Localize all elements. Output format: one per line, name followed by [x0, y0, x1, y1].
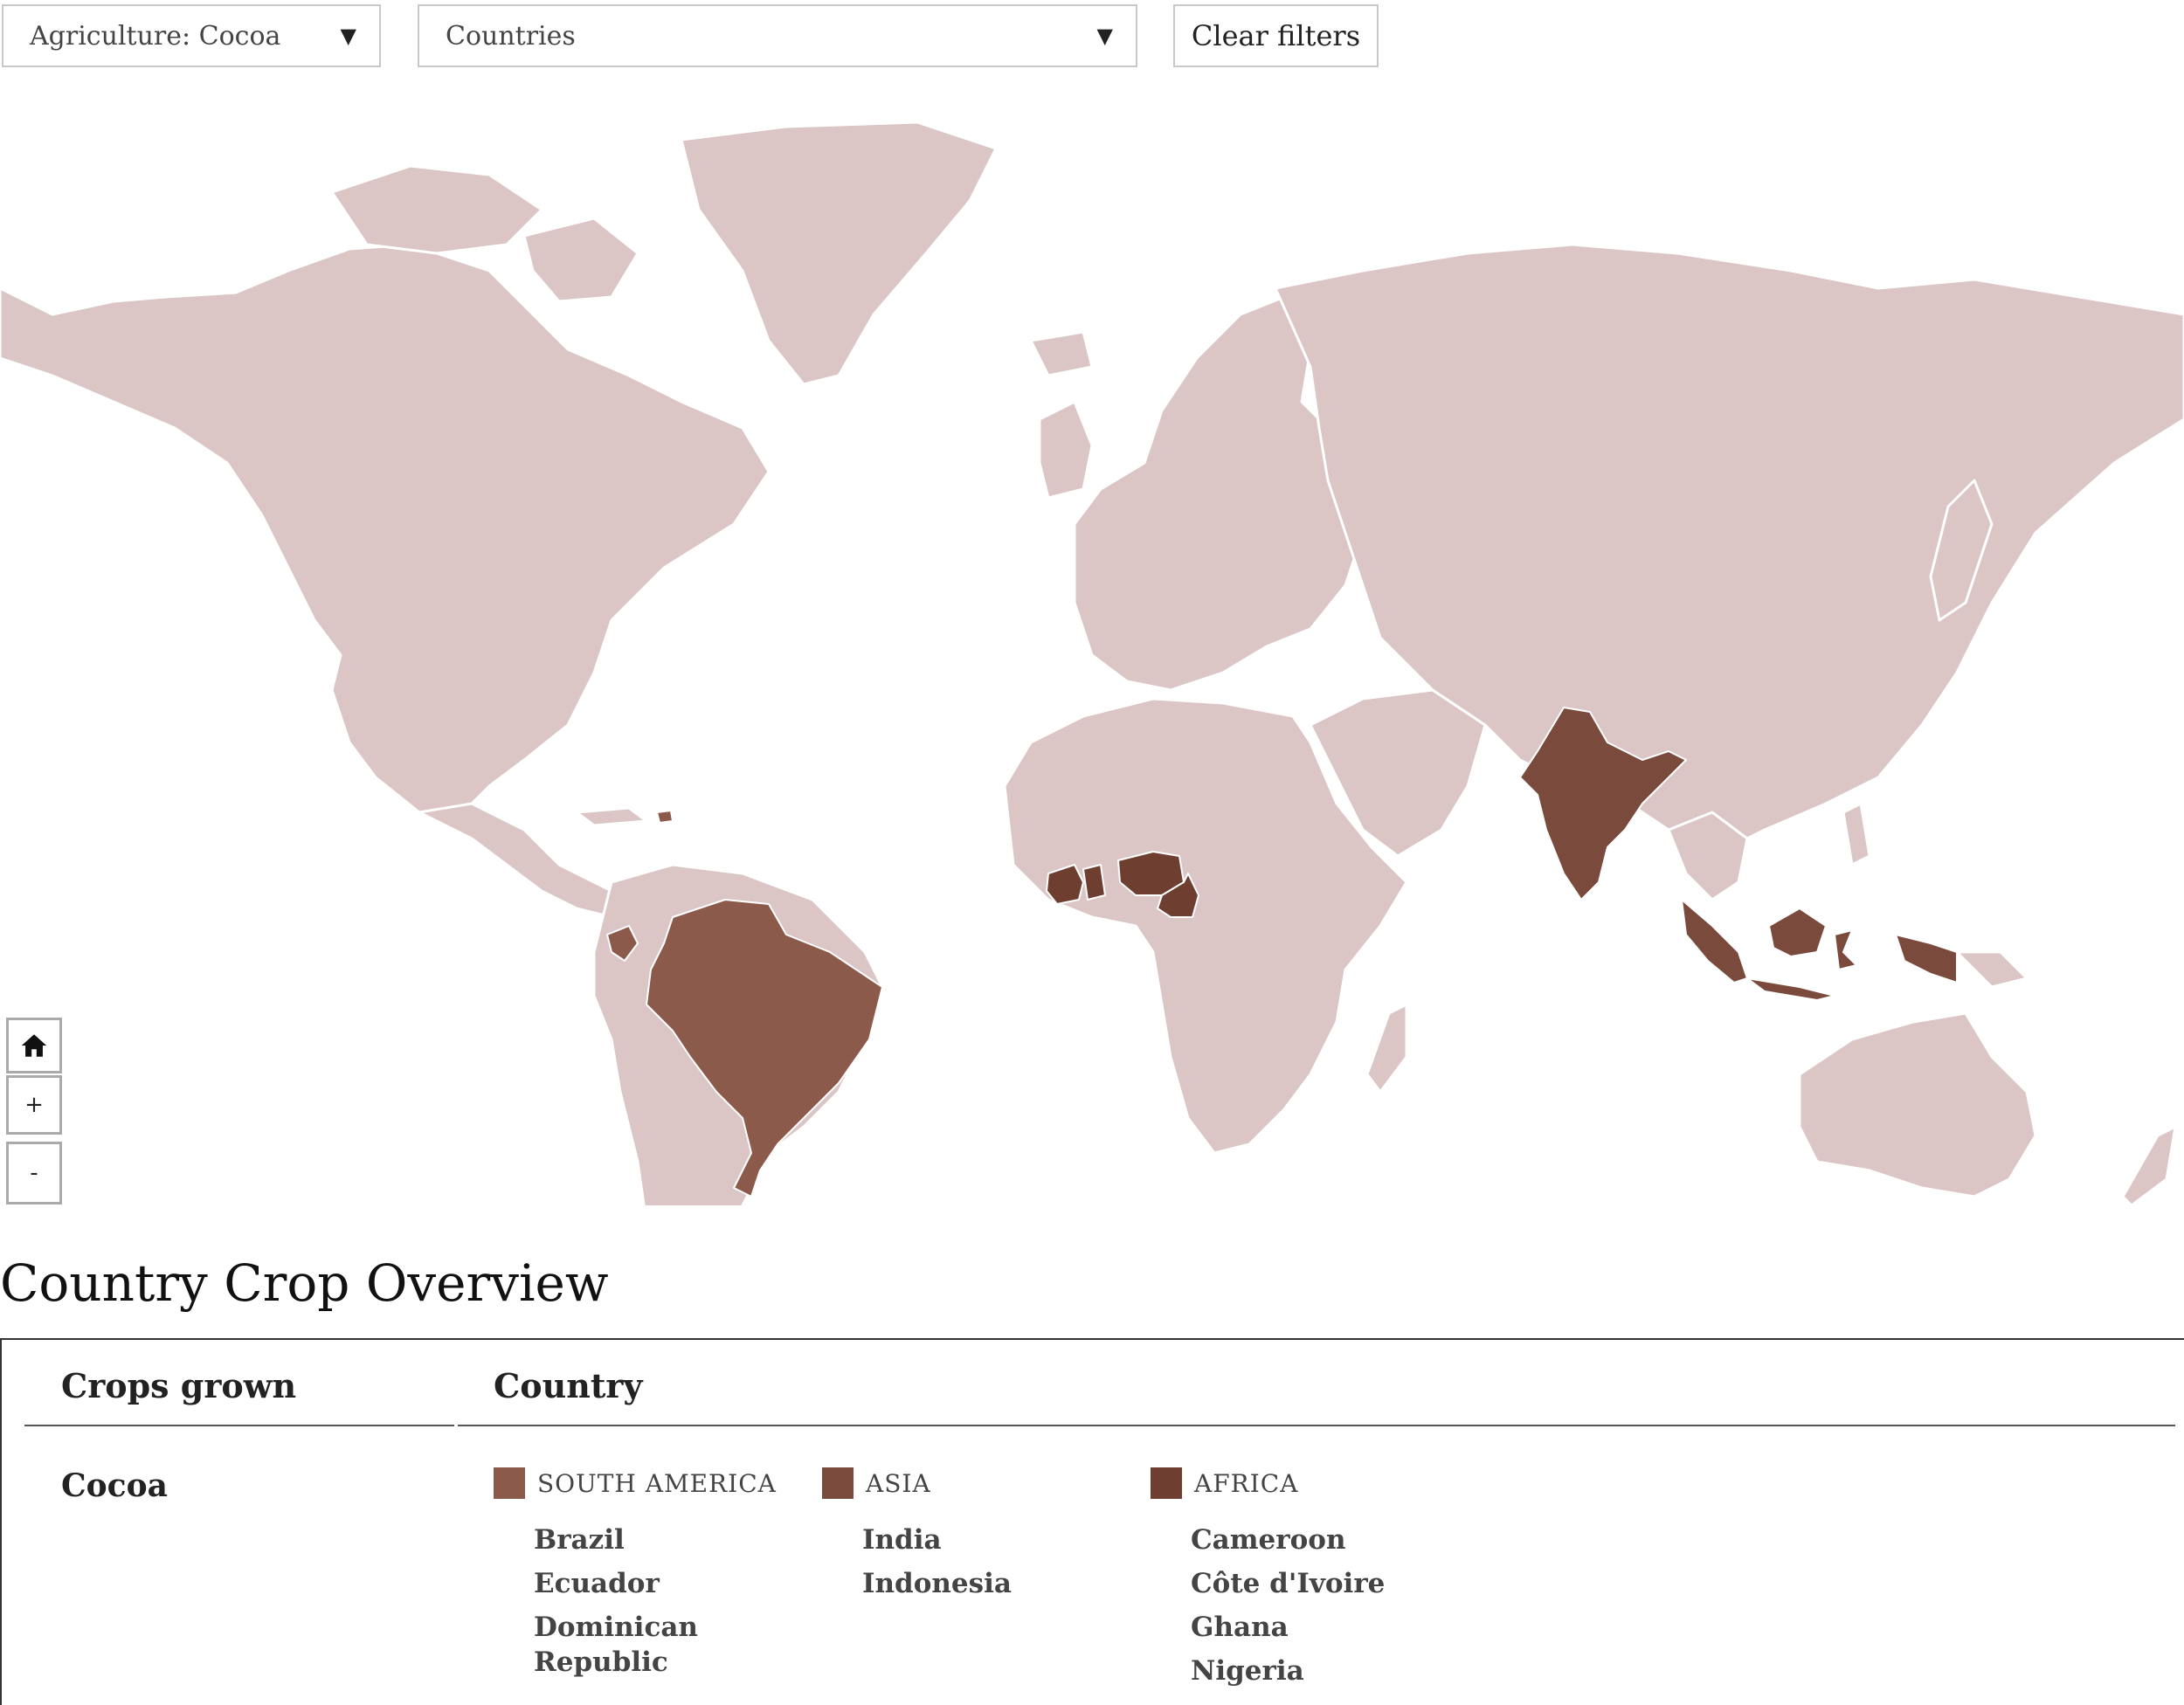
- header-crops-grown: Crops grown: [61, 1366, 297, 1405]
- list-item: Dominican Republic: [534, 1612, 698, 1678]
- map-home-button[interactable]: [6, 1018, 62, 1073]
- list-item: Côte d'Ivoire: [1191, 1568, 1386, 1599]
- list-item: Ecuador: [534, 1568, 660, 1599]
- map-north-america: [0, 243, 771, 832]
- region-name: SOUTH AMERICA: [537, 1468, 777, 1498]
- map-dominican-republic: [656, 810, 674, 824]
- map-indonesia-java: [1746, 977, 1835, 1001]
- header-country: Country: [494, 1366, 643, 1405]
- header-divider: [24, 1425, 454, 1426]
- map-indonesia-sumatra: [1681, 899, 1748, 984]
- list-item: Brazil: [534, 1524, 625, 1556]
- clear-filters-button[interactable]: Clear filters: [1173, 4, 1379, 67]
- list-item: Cameroon: [1191, 1524, 1346, 1556]
- chevron-down-icon: ▼: [340, 24, 356, 48]
- zoom-out-button[interactable]: -: [6, 1142, 62, 1205]
- map-brazil: [646, 899, 883, 1198]
- region-asia: ASIA India Indonesia: [822, 1467, 1012, 1605]
- map-ghana: [1082, 864, 1106, 901]
- map-greenland: [680, 121, 998, 386]
- world-map[interactable]: [0, 114, 2184, 1205]
- crop-overview-table: Crops grown Country Cocoa SOUTH AMERICA …: [0, 1338, 2184, 1705]
- crop-filter-value: Agriculture: Cocoa: [30, 20, 281, 52]
- map-india: [1519, 707, 1687, 901]
- zoom-in-button[interactable]: +: [6, 1075, 62, 1135]
- list-item: Ghana: [1191, 1612, 1289, 1643]
- chevron-down-icon: ▼: [1096, 24, 1113, 48]
- map-australia: [1798, 1011, 2037, 1198]
- country-filter-dropdown[interactable]: Countries ▼: [418, 4, 1137, 67]
- region-swatch: [494, 1467, 525, 1499]
- region-south-america: SOUTH AMERICA Brazil Ecuador Dominican R…: [494, 1467, 777, 1680]
- map-indonesia-borneo: [1768, 908, 1827, 957]
- home-icon: [21, 1034, 47, 1057]
- map-indonesia-sulawesi: [1834, 929, 1857, 970]
- list-item: Nigeria: [1191, 1655, 1304, 1687]
- region-name: ASIA: [866, 1468, 931, 1498]
- map-asia: [1274, 243, 2184, 858]
- list-item: India: [862, 1524, 942, 1556]
- region-name: AFRICA: [1194, 1468, 1299, 1498]
- map-indonesia-papua: [1895, 934, 1958, 984]
- region-swatch: [822, 1467, 854, 1499]
- map-cameroon: [1157, 873, 1199, 918]
- header-divider: [458, 1425, 2175, 1426]
- overview-title: Country Crop Overview: [0, 1253, 609, 1313]
- list-item: Indonesia: [862, 1568, 1012, 1599]
- region-swatch: [1151, 1467, 1182, 1499]
- crop-name: Cocoa: [61, 1467, 168, 1504]
- country-filter-value: Countries: [446, 20, 576, 52]
- region-africa: AFRICA Cameroon Côte d'Ivoire Ghana Nige…: [1151, 1467, 1385, 1693]
- map-ecuador: [606, 925, 639, 962]
- crop-filter-dropdown[interactable]: Agriculture: Cocoa ▼: [2, 4, 381, 67]
- map-cote-divoire: [1046, 864, 1084, 905]
- map-middle-east: [1309, 688, 1487, 858]
- map-africa: [1003, 697, 1408, 1155]
